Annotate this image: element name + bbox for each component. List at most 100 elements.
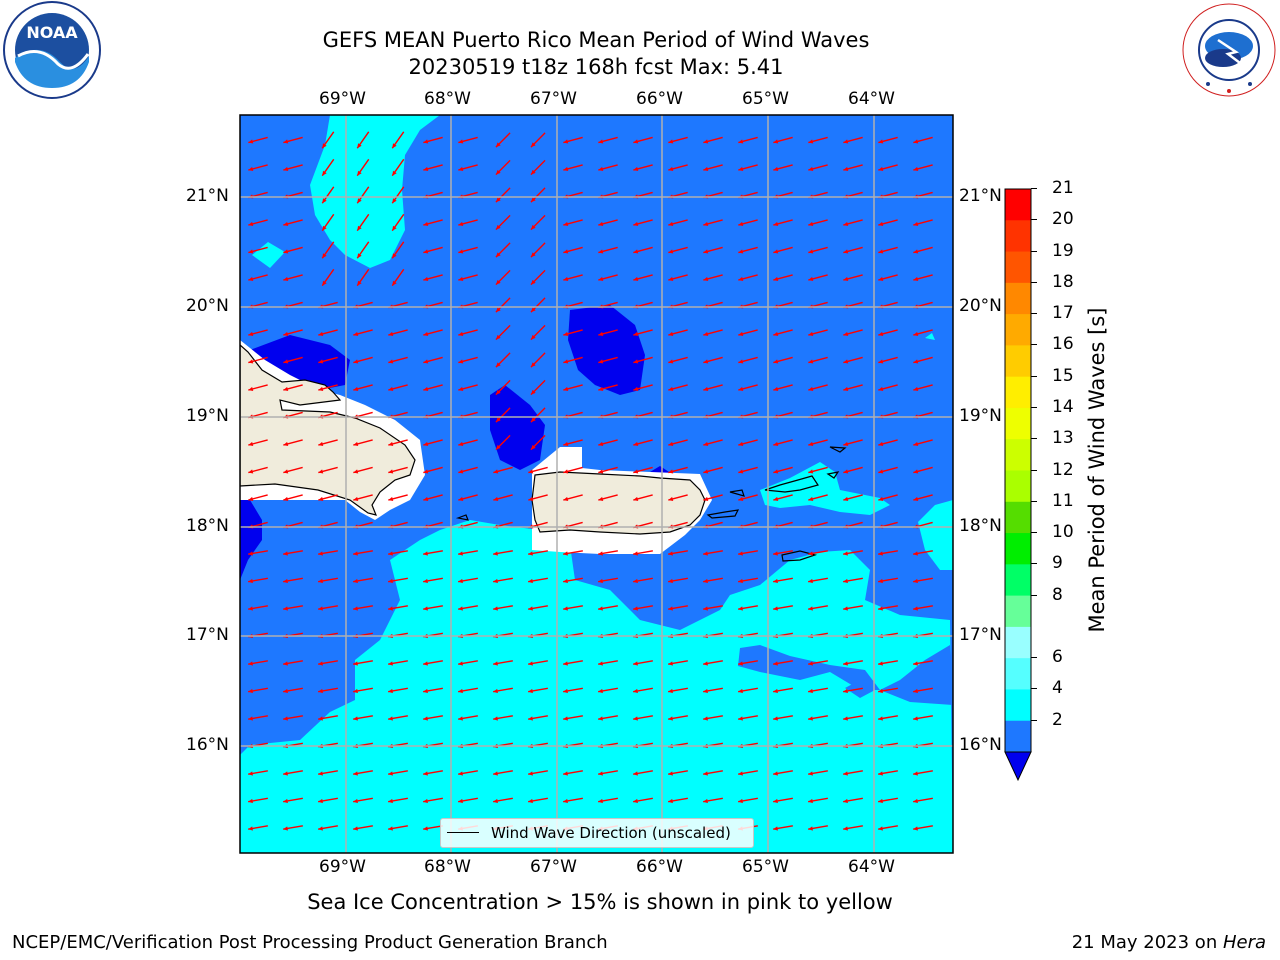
wind-arrow-head bbox=[423, 221, 429, 227]
wind-arrow-head bbox=[322, 170, 327, 176]
wind-arrow-head bbox=[633, 166, 639, 172]
wind-arrow-head bbox=[878, 221, 884, 227]
wind-arrow-head bbox=[318, 606, 323, 611]
colorbar-band bbox=[1005, 501, 1031, 534]
colorbar bbox=[1000, 186, 1040, 786]
wind-arrow-head bbox=[773, 276, 779, 282]
wind-arrow-head bbox=[808, 688, 813, 694]
wind-arrow-head bbox=[808, 166, 814, 172]
wind-arrow-head bbox=[388, 716, 393, 721]
wind-arrow-head bbox=[563, 578, 568, 584]
wind-arrow-head bbox=[322, 143, 327, 149]
wind-arrow-head bbox=[530, 142, 536, 148]
colorbar-tick-label: 9 bbox=[1052, 553, 1063, 574]
wind-arrow-head bbox=[703, 469, 709, 474]
wind-arrow-head bbox=[423, 386, 429, 392]
wind-arrow-head bbox=[773, 606, 778, 611]
wind-arrow-head bbox=[528, 716, 533, 721]
wind-arrow-head bbox=[878, 441, 884, 447]
wind-arrow-head bbox=[738, 551, 743, 556]
wind-arrow-head bbox=[353, 688, 358, 694]
run-date: 21 May 2023 on Hera bbox=[1071, 932, 1266, 953]
wind-arrow-head bbox=[458, 441, 464, 447]
wind-arrow-head bbox=[528, 578, 533, 584]
colorbar-tick-label: 16 bbox=[1052, 334, 1074, 355]
wind-arrow-head bbox=[703, 139, 709, 144]
wind-arrow-head bbox=[773, 139, 779, 144]
wind-arrow-head bbox=[528, 661, 533, 666]
wind-arrow-head bbox=[357, 280, 362, 286]
wind-arrow-head bbox=[283, 496, 289, 502]
wind-arrow-head bbox=[423, 688, 428, 694]
wind-arrow-head bbox=[283, 798, 288, 804]
wind-arrow-head bbox=[668, 331, 674, 337]
wind-arrow-head bbox=[248, 826, 253, 831]
wind-arrow-head bbox=[808, 661, 813, 666]
lat-label-right-20n: 20°N bbox=[959, 296, 1002, 316]
wind-arrow-head bbox=[248, 606, 253, 611]
lon-label-top-65w: 65°W bbox=[742, 89, 789, 109]
colorbar-tick-label: 2 bbox=[1052, 709, 1063, 730]
wind-arrow-head bbox=[392, 280, 397, 286]
wind-arrow-head bbox=[808, 331, 814, 337]
lat-label-right-19n: 19°N bbox=[959, 406, 1002, 426]
wind-arrow-head bbox=[388, 359, 394, 364]
wind-arrow-head bbox=[248, 688, 253, 694]
wind-arrow-head bbox=[423, 359, 429, 364]
wind-arrow-head bbox=[458, 386, 464, 392]
colorbar-tick bbox=[1031, 406, 1037, 408]
wind-arrow-head bbox=[318, 496, 324, 502]
wind-arrow-head bbox=[248, 661, 253, 666]
wind-arrow-head bbox=[808, 359, 814, 364]
wind-arrow-head bbox=[423, 771, 428, 776]
wind-arrow-head bbox=[458, 798, 463, 804]
wind-arrow-head bbox=[248, 331, 254, 337]
wind-arrow-head bbox=[563, 249, 569, 254]
wind-arrow-head bbox=[738, 249, 744, 254]
colorbar-band bbox=[1005, 626, 1031, 659]
wind-arrow-head bbox=[318, 578, 323, 584]
wind-arrow-head bbox=[703, 496, 709, 502]
wind-arrow-head bbox=[563, 551, 568, 556]
wind-arrow-head bbox=[423, 661, 428, 666]
colorbar-band bbox=[1005, 564, 1031, 597]
wind-arrow-head bbox=[878, 551, 883, 556]
colorbar-tick bbox=[1031, 281, 1037, 283]
lat-label-right-21n: 21°N bbox=[959, 186, 1002, 206]
graticule bbox=[240, 115, 953, 853]
wind-arrow-head bbox=[878, 276, 884, 282]
map-title-line1: GEFS MEAN Puerto Rico Mean Period of Win… bbox=[322, 28, 870, 52]
colorbar-band bbox=[1005, 251, 1031, 284]
colorbar-tick bbox=[1031, 344, 1037, 346]
wind-arrow-head bbox=[495, 197, 501, 203]
wind-arrow-head bbox=[357, 198, 362, 204]
wind-arrow-head bbox=[668, 276, 674, 282]
wind-arrow-head bbox=[668, 441, 674, 447]
wind-arrow-head bbox=[703, 798, 708, 804]
wind-arrow-head bbox=[388, 469, 394, 474]
wind-arrow-head bbox=[423, 716, 428, 721]
wind-arrow-head bbox=[913, 798, 918, 804]
lon-label-top-64w: 64°W bbox=[848, 89, 895, 109]
wind-arrow-head bbox=[703, 331, 709, 337]
wind-arrow-head bbox=[773, 551, 778, 556]
wind-arrow-head bbox=[458, 688, 463, 694]
wind-arrow-head bbox=[283, 221, 289, 227]
wind-arrow-head bbox=[668, 716, 673, 721]
wind-arrow-head bbox=[668, 578, 673, 584]
wind-arrow-head bbox=[493, 469, 499, 474]
wind-arrow-head bbox=[353, 771, 358, 776]
wind-arrow-head bbox=[458, 331, 464, 337]
colorbar-band bbox=[1005, 439, 1031, 471]
wind-arrow-head bbox=[458, 716, 463, 721]
wind-arrow-head bbox=[843, 221, 849, 227]
wind-arrow-head bbox=[495, 224, 501, 230]
wind-arrow-head bbox=[843, 359, 849, 364]
wind-arrow-head bbox=[357, 143, 362, 149]
wind-arrow-head bbox=[668, 469, 674, 474]
wind-arrow-head bbox=[913, 716, 918, 721]
wind-arrow-head bbox=[773, 688, 778, 694]
wind-arrow-head bbox=[353, 331, 359, 337]
wind-arrow-head bbox=[808, 249, 814, 254]
wind-arrow-head bbox=[388, 688, 393, 694]
